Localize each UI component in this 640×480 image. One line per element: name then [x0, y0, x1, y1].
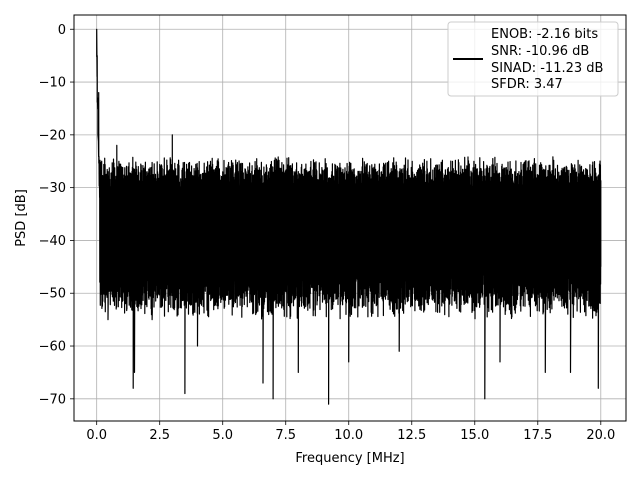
y-tick-label: −20 — [39, 128, 66, 143]
plot-frame — [73, 14, 627, 422]
y-axis-title: PSD [dB] — [14, 189, 29, 247]
legend-entry-enob: ENOB: -2.16 bits — [491, 27, 598, 42]
y-tick-label: 0 — [58, 23, 66, 38]
x-tick-label: 17.5 — [523, 428, 552, 443]
y-tick-label: −70 — [39, 392, 66, 407]
y-tick-label: −60 — [39, 340, 66, 355]
y-tick-label: −30 — [39, 181, 66, 196]
x-axis-ticks: 0.0 2.5 5.0 7.5 10.0 12.5 15.0 17.5 20.0 — [86, 421, 615, 443]
x-axis-title: Frequency [MHz] — [295, 451, 404, 466]
y-tick-label: −40 — [39, 234, 66, 249]
x-tick-label: 12.5 — [397, 428, 426, 443]
x-tick-label: 20.0 — [586, 428, 615, 443]
y-tick-label: −50 — [39, 287, 66, 302]
legend: ENOB: -2.16 bits SNR: -10.96 dB SINAD: -… — [447, 21, 619, 97]
x-tick-label: 15.0 — [460, 428, 489, 443]
x-tick-label: 7.5 — [275, 428, 296, 443]
y-axis-ticks: 0 −10 −20 −30 −40 −50 −60 −70 — [39, 23, 74, 407]
x-tick-label: 5.0 — [212, 428, 233, 443]
x-tick-label: 0.0 — [86, 428, 107, 443]
series-layer — [96, 28, 602, 405]
x-tick-label: 2.5 — [149, 428, 170, 443]
legend-entry-snr: SNR: -10.96 dB — [491, 44, 589, 59]
legend-entry-sinad: SINAD: -11.23 dB — [491, 61, 603, 76]
psd-trace — [96, 28, 602, 405]
legend-box — [447, 21, 619, 97]
legend-entry-sfdr: SFDR: 3.47 — [491, 77, 563, 92]
x-tick-label: 10.0 — [334, 428, 363, 443]
y-tick-label: −10 — [39, 76, 66, 91]
